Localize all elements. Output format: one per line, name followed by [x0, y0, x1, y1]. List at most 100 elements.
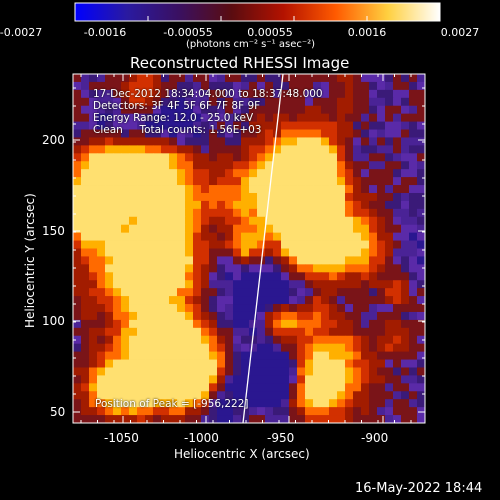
heatmap-cell [289, 304, 298, 313]
heatmap-cell [113, 367, 122, 376]
heatmap-cell [393, 296, 402, 305]
heatmap-cell [273, 264, 282, 273]
heatmap-cell [369, 145, 378, 154]
heatmap-cell [217, 224, 226, 234]
heatmap-cell [249, 311, 258, 321]
heatmap-cell [337, 81, 346, 91]
heatmap-cell [249, 232, 258, 241]
heatmap-cell [217, 89, 226, 99]
heatmap-cell [417, 208, 426, 218]
heatmap-cell [305, 200, 314, 210]
heatmap-cell [153, 351, 162, 360]
heatmap-cell [409, 327, 418, 337]
heatmap-cell [401, 359, 410, 368]
heatmap-cell [177, 240, 186, 249]
heatmap-cell [97, 304, 106, 313]
heatmap-cell [81, 264, 90, 273]
heatmap-cell [377, 391, 386, 400]
heatmap-cell [97, 399, 106, 408]
heatmap-cell [321, 169, 330, 178]
heatmap-cell [329, 192, 338, 202]
heatmap-cell [305, 375, 314, 384]
heatmap-cell [185, 359, 194, 368]
heatmap-cell [313, 335, 322, 345]
heatmap-cell [161, 145, 170, 154]
heatmap-cell [297, 74, 306, 83]
heatmap-cell [257, 129, 266, 138]
heatmap-cell [121, 224, 130, 234]
heatmap-cell [81, 351, 90, 360]
heatmap-cell [233, 177, 242, 186]
heatmap-cell [177, 335, 186, 345]
heatmap-cell [209, 81, 218, 91]
heatmap-cell [161, 256, 170, 265]
heatmap-cell [305, 280, 314, 289]
heatmap-cell [89, 121, 98, 130]
heatmap-cell [377, 335, 386, 345]
heatmap-cell [217, 319, 226, 329]
heatmap-cell [193, 343, 202, 353]
heatmap-cell [289, 359, 298, 368]
heatmap-cell [73, 97, 82, 107]
heatmap-cell [81, 129, 90, 138]
heatmap-cell [345, 153, 354, 162]
heatmap-cell [201, 129, 210, 138]
heatmap-cell [377, 169, 386, 178]
heatmap-cell [329, 137, 338, 146]
heatmap-cell [273, 224, 282, 234]
heatmap-cell [353, 415, 362, 424]
heatmap-cell [273, 240, 282, 249]
heatmap-cell [297, 327, 306, 337]
heatmap-cell [121, 311, 130, 321]
heatmap-cell [329, 367, 338, 376]
heatmap-cell [193, 327, 202, 337]
heatmap-cell [185, 105, 194, 115]
heatmap-cell [273, 375, 282, 384]
heatmap-cell [233, 153, 242, 162]
heatmap-cell [201, 391, 210, 400]
heatmap-cell [305, 367, 314, 376]
heatmap-cell [417, 161, 426, 170]
heatmap-cell [401, 327, 410, 337]
heatmap-cell [241, 200, 250, 210]
heatmap-cell [193, 113, 202, 122]
heatmap-cell [209, 383, 218, 392]
heatmap-cell [113, 192, 122, 202]
heatmap-cell [217, 375, 226, 384]
heatmap-cell [105, 145, 114, 154]
heatmap-cell [161, 407, 170, 416]
heatmap-cell [313, 145, 322, 154]
heatmap-cell [193, 311, 202, 321]
heatmap-cell [201, 288, 210, 297]
heatmap-cell [273, 137, 282, 146]
heatmap-cell [377, 185, 386, 194]
heatmap-cell [313, 177, 322, 186]
heatmap-cell [225, 296, 234, 305]
heatmap-cell [393, 399, 402, 408]
heatmap-cell [129, 240, 138, 249]
heatmap-cell [97, 351, 106, 360]
heatmap-cell [393, 256, 402, 265]
heatmap-cell [113, 153, 122, 162]
heatmap-cell [241, 74, 250, 83]
heatmap-cell [361, 232, 370, 241]
heatmap-cell [193, 121, 202, 130]
heatmap-cell [353, 74, 362, 83]
heatmap-cell [417, 240, 426, 249]
heatmap-cell [401, 74, 410, 83]
heatmap-cell [209, 89, 218, 99]
heatmap-cell [337, 272, 346, 281]
heatmap-cell [89, 145, 98, 154]
heatmap-cell [137, 415, 146, 424]
heatmap-cell [409, 391, 418, 400]
heatmap-cell [305, 351, 314, 360]
heatmap-cell [97, 335, 106, 345]
heatmap-cell [145, 415, 154, 424]
heatmap-cell [121, 272, 130, 281]
info-line-clean: Clean Total counts: 1.56E+03 [93, 124, 262, 136]
heatmap-cell [361, 248, 370, 257]
heatmap-cell [185, 216, 194, 226]
heatmap-cell [305, 129, 314, 138]
heatmap-cell [257, 113, 266, 122]
heatmap-cell [209, 97, 218, 107]
